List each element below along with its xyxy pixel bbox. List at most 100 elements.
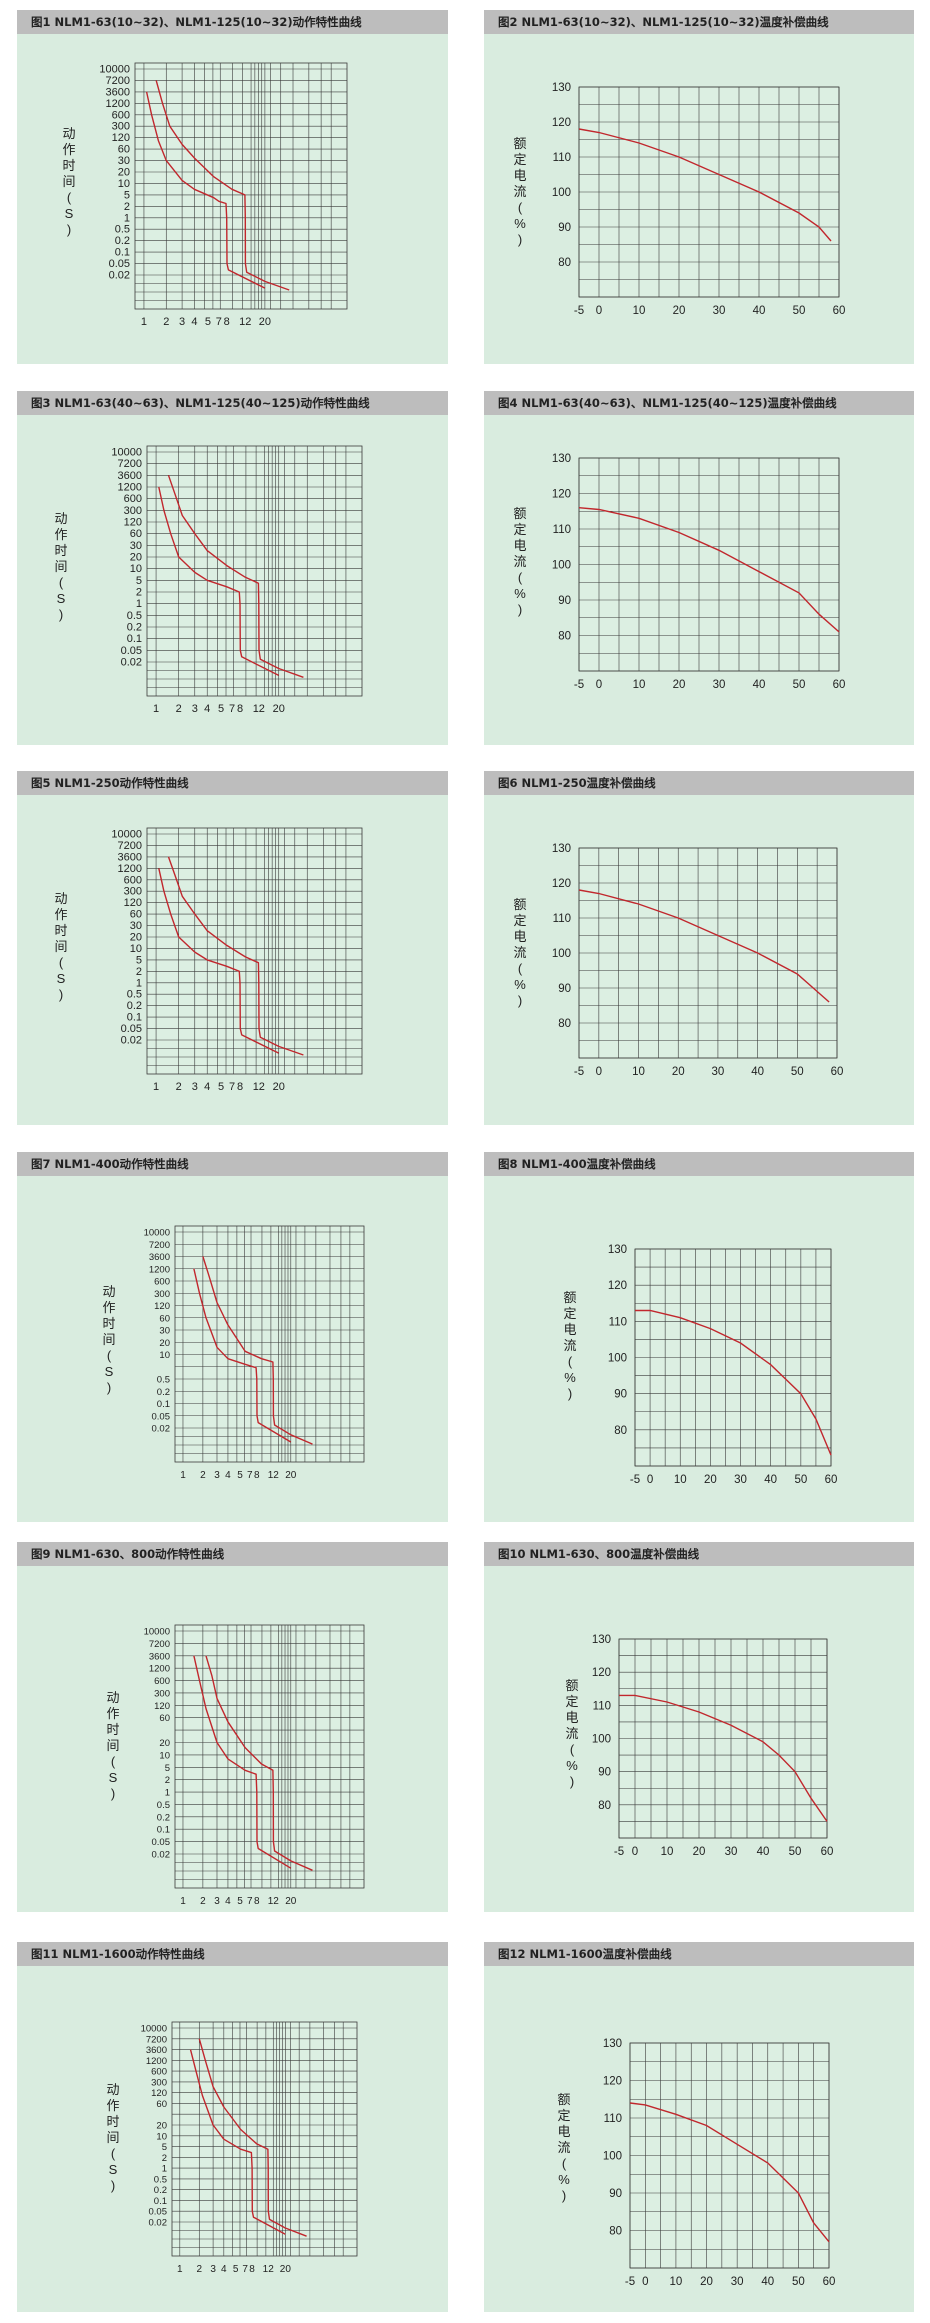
y-tick-label: 120 [552,878,571,890]
y-tick-label: 1 [124,212,130,224]
y-tick-label: 600 [124,493,142,505]
y-tick-label: 10 [130,943,142,955]
x-tick-label: 10 [674,1474,687,1486]
x-tick-label: 10 [661,1846,674,1858]
y-axis-label: 动作时间(S) [106,2082,119,2193]
y-tick-label: 110 [604,2113,622,2125]
x-tick-label: 7 [247,1470,253,1481]
x-tick-label: 5 [233,2264,239,2275]
y-tick-label: 30 [159,1326,170,1337]
x-tick-label: 20 [259,316,271,328]
x-tick-label: -5 [625,2276,635,2288]
y-tick-label: 20 [159,1738,170,1749]
y-tick-label: 60 [159,1713,170,1724]
plot-area [134,62,348,310]
y-tick-label: 5 [124,189,130,201]
y-tick-label: 1200 [146,2056,167,2067]
y-tick-label: 30 [130,920,142,932]
x-tick-label: 60 [833,305,846,317]
x-tick-label: -5 [630,1474,640,1486]
y-tick-label: 5 [165,1763,170,1774]
chart-title: 图9 NLM1-630、800动作特性曲线 [17,1542,448,1566]
trip-curve-1 [193,1655,292,1869]
plot-area [146,827,363,1075]
y-tick-label: 80 [609,2226,622,2238]
trip-curve-2 [202,1256,313,1445]
y-axis-label: 动作时间(S) [62,126,75,237]
y-tick-label: 1 [162,2164,167,2175]
chart-svg: 额定电流(%) -5 0 10 20 30 40 50 60 130 120 110 100 90 80 [563,1244,837,1486]
x-tick-label: 50 [791,1066,804,1078]
x-tick-label: 40 [751,1066,764,1078]
chart-panel-9: 图9 NLM1-630、800动作特性曲线 动作时间(S) 10000 7200 360… [17,1542,448,1912]
y-tick-label: 120 [112,132,130,144]
x-tick-label: 5 [237,1896,243,1907]
y-tick-label: 100 [603,2151,622,2163]
x-tick-label: 8 [249,2264,255,2275]
x-tick-label: 1 [177,2264,183,2275]
y-tick-label: 0.05 [149,2207,168,2218]
x-tick-label: -5 [574,1066,584,1078]
y-tick-label: 5 [136,954,142,966]
y-tick-label: 60 [130,909,142,921]
y-tick-label: 3600 [149,1651,170,1662]
x-tick-label: 12 [253,1081,265,1093]
x-tick-label: 2 [200,1470,206,1481]
chart-panel-2: 图2 NLM1-63(10~32)、NLM1-125(10~32)温度补偿曲线额… [484,10,914,364]
y-tick-label: 20 [118,167,130,179]
chart-panel-5: 图5 NLM1-250动作特性曲线 动作时间(S) 10000 7200 3600 120… [17,771,448,1125]
x-tick-label: 8 [237,1081,243,1093]
x-tick-label: 2 [200,1896,206,1907]
x-tick-label: 0 [596,1066,602,1078]
y-tick-label: 600 [124,874,142,886]
y-tick-label: 0.2 [127,622,142,634]
chart-panel-7: 图7 NLM1-400动作特性曲线 动作时间(S) 10000 7200 3600 120… [17,1152,448,1522]
chart-svg: 额定电流(%) -5 0 10 20 30 40 50 60 130 120 110 100 90 80 [565,1634,833,1858]
x-tick-label: 1 [180,1896,186,1907]
y-tick-label: 120 [154,1701,170,1712]
x-tick-label: -5 [574,305,584,317]
x-tick-label: 40 [753,679,766,691]
chart-title: 图7 NLM1-400动作特性曲线 [17,1152,448,1176]
trip-curve-2 [167,475,304,678]
y-tick-label: 60 [118,144,130,156]
y-tick-label: 110 [593,1700,611,1712]
trip-curve-1 [189,2049,286,2235]
x-tick-label: -5 [574,679,584,691]
y-tick-label: 10 [130,563,142,575]
y-tick-label: 110 [553,913,571,925]
x-tick-label: 20 [273,1081,285,1093]
y-tick-label: 130 [608,1244,627,1256]
y-axis-label: 额定电流(%) [557,2092,570,2203]
x-tick-label: 2 [176,1081,182,1093]
y-tick-label: 0.02 [121,657,142,669]
compensation-curve-1 [578,507,840,633]
y-tick-label: 90 [558,595,571,607]
chart-title: 图6 NLM1-250温度补偿曲线 [484,771,914,795]
compensation-curve-1 [635,1309,832,1456]
x-tick-label: 2 [176,703,182,715]
y-tick-label: 120 [603,2076,622,2088]
x-tick-label: 7 [229,703,235,715]
trip-curve-1 [158,868,280,1054]
y-tick-label: 120 [592,1667,611,1679]
y-axis-label: 额定电流(%) [513,506,526,617]
x-tick-label: 0 [596,679,602,691]
y-tick-label: 300 [154,1289,170,1300]
chart-panel-11: 图11 NLM1-1600动作特性曲线 动作时间(S) 10000 7200 3600 1… [17,1942,448,2312]
chart-panel-10: 图10 NLM1-630、800温度补偿曲线 额定电流(%) -5 0 10 20 30 40… [484,1542,914,1912]
chart-svg: 动作时间(S)100007200360012006003001206020105… [106,1624,365,1907]
y-tick-label: 0.2 [115,235,130,247]
y-tick-label: 5 [136,575,142,587]
y-tick-label: 7200 [106,75,130,87]
x-tick-label: 5 [237,1470,243,1481]
x-tick-label: 20 [285,1470,297,1481]
chart-title: 图2 NLM1-63(10~32)、NLM1-125(10~32)温度补偿曲线 [484,10,914,34]
y-tick-label: 1 [136,598,142,610]
y-tick-label: 1200 [118,863,142,875]
x-tick-label: 20 [704,1474,717,1486]
x-tick-label: 10 [633,679,646,691]
chart-panel-1: 图1 NLM1-63(10~32)、NLM1-125(10~32)动作特性曲线动… [17,10,448,364]
y-tick-label: 1 [165,1788,170,1799]
x-tick-label: 20 [672,1066,685,1078]
